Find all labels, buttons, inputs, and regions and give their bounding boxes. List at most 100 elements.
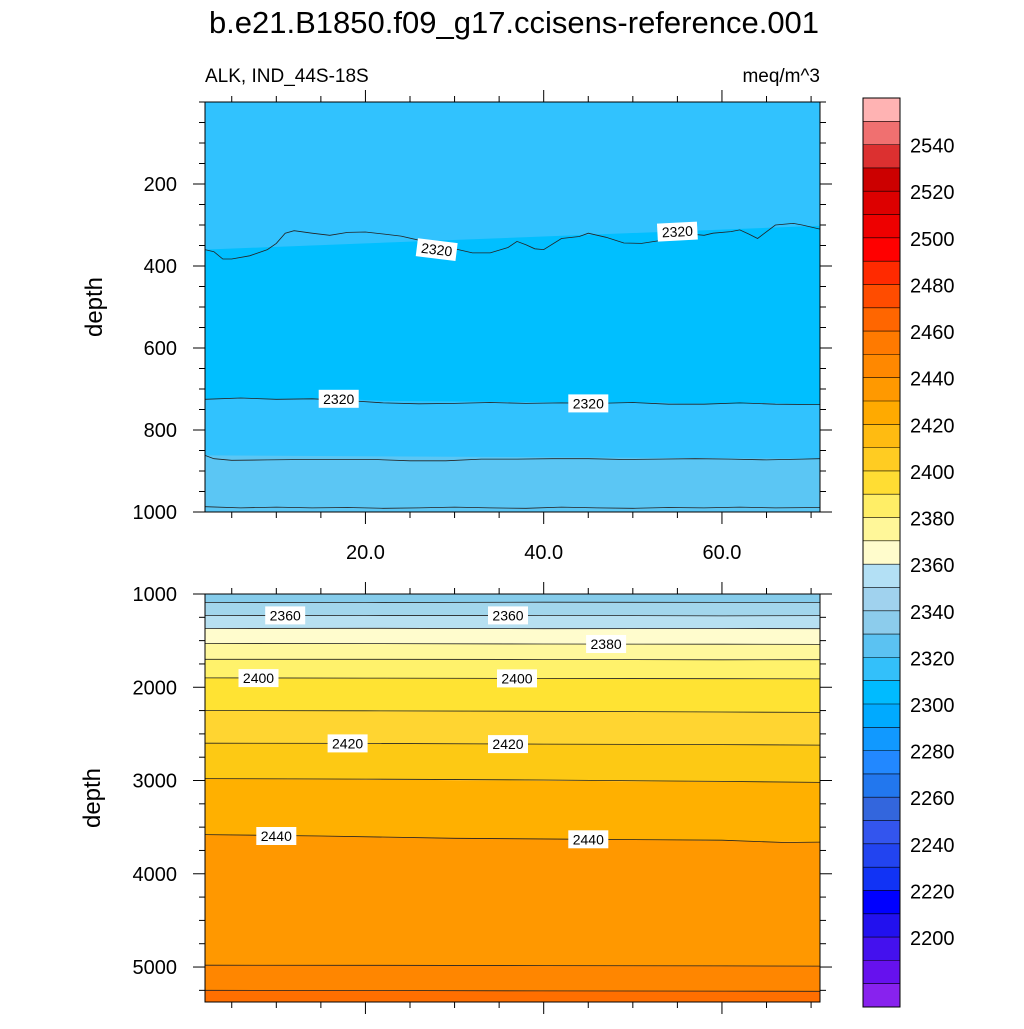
contour-label-text: 2380 bbox=[591, 636, 622, 652]
contour-band-2430 bbox=[205, 779, 820, 843]
colorbar-tick-label: 2360 bbox=[910, 555, 955, 577]
colorbar-tick-label: 2520 bbox=[910, 182, 955, 204]
colorbar-swatch bbox=[863, 238, 900, 262]
contour-label-text: 2320 bbox=[573, 395, 604, 411]
contour-label-text: 2360 bbox=[492, 607, 523, 623]
bottom-y-axis-label: depth bbox=[79, 768, 106, 828]
colorbar-swatch bbox=[863, 354, 900, 378]
y-tick-label: 2000 bbox=[133, 677, 178, 699]
colorbar-swatch bbox=[863, 657, 900, 681]
y-tick-label: 800 bbox=[144, 420, 177, 442]
colorbar-tick-label: 2260 bbox=[910, 788, 955, 810]
x-tick-label: 20.0 bbox=[346, 542, 385, 564]
contour-label-text: 2440 bbox=[573, 831, 604, 847]
colorbar-tick-label: 2280 bbox=[910, 742, 955, 764]
contour-band-2340 bbox=[205, 455, 820, 512]
colorbar-swatch bbox=[863, 751, 900, 775]
colorbar-swatch bbox=[863, 215, 900, 239]
colorbar-tick-label: 2340 bbox=[910, 602, 955, 624]
colorbar-tick-label: 2220 bbox=[910, 882, 955, 904]
contour-label: 2360 bbox=[488, 606, 528, 624]
contour-label-text: 2420 bbox=[492, 736, 523, 752]
colorbar-swatch bbox=[863, 704, 900, 728]
colorbar-swatch bbox=[863, 611, 900, 635]
colorbar-swatch bbox=[863, 471, 900, 495]
contour-label-text: 2400 bbox=[243, 670, 274, 686]
contour-label: 2380 bbox=[586, 635, 626, 653]
contour-band-2320 bbox=[205, 399, 820, 461]
colorbar-swatch bbox=[863, 914, 900, 938]
colorbar-swatch bbox=[863, 634, 900, 658]
colorbar-swatch bbox=[863, 774, 900, 798]
colorbar-tick-label: 2440 bbox=[910, 369, 955, 391]
colorbar-swatch bbox=[863, 494, 900, 518]
colorbar-swatch bbox=[863, 587, 900, 611]
y-tick-label: 4000 bbox=[133, 864, 178, 886]
colorbar-swatch bbox=[863, 727, 900, 751]
y-tick-label: 1000 bbox=[133, 502, 178, 524]
colorbar-swatch bbox=[863, 821, 900, 845]
colorbar-tick-label: 2380 bbox=[910, 509, 955, 531]
contour-label: 2400 bbox=[239, 669, 279, 687]
colorbar-swatch bbox=[863, 284, 900, 308]
contour-band-2380 bbox=[205, 643, 820, 659]
contour-label: 2440 bbox=[568, 830, 608, 848]
colorbar-swatch bbox=[863, 937, 900, 961]
colorbar-swatch bbox=[863, 378, 900, 402]
contour-band-2310 bbox=[205, 226, 820, 405]
colorbar-tick-label: 2200 bbox=[910, 928, 955, 950]
colorbar-swatch bbox=[863, 844, 900, 868]
contour-label: 2440 bbox=[256, 827, 296, 845]
colorbar-tick-label: 2320 bbox=[910, 648, 955, 670]
y-tick-label: 1000 bbox=[133, 584, 178, 606]
y-tick-label: 5000 bbox=[133, 957, 178, 979]
contour-band-2460 bbox=[205, 990, 820, 1002]
contour-label: 2320 bbox=[657, 222, 698, 242]
contour-label-text: 2320 bbox=[323, 391, 354, 407]
contour-band-2450 bbox=[205, 965, 820, 991]
contour-label-text: 2360 bbox=[270, 607, 301, 623]
contour-label-text: 2420 bbox=[332, 735, 363, 751]
variable-label: ALK, IND_44S-18S bbox=[205, 66, 369, 87]
colorbar-swatch bbox=[863, 984, 900, 1008]
contour-band-2340 bbox=[205, 594, 820, 602]
colorbar-swatch bbox=[863, 564, 900, 588]
contour-label: 2420 bbox=[328, 734, 368, 752]
colorbar-swatch bbox=[863, 448, 900, 472]
colorbar-swatch bbox=[863, 145, 900, 169]
contour-label: 2360 bbox=[265, 606, 305, 624]
colorbar-tick-label: 2500 bbox=[910, 229, 955, 251]
contour-label-text: 2320 bbox=[661, 223, 693, 241]
colorbar: 2540252025002480246024402420240023802360… bbox=[863, 98, 955, 1007]
colorbar-tick-label: 2300 bbox=[910, 695, 955, 717]
colorbar-swatch bbox=[863, 168, 900, 192]
colorbar-tick-label: 2400 bbox=[910, 462, 955, 484]
colorbar-swatch bbox=[863, 541, 900, 565]
colorbar-swatch bbox=[863, 797, 900, 821]
y-tick-label: 3000 bbox=[133, 771, 178, 793]
contour-band-2440 bbox=[205, 835, 820, 967]
contour-label: 2420 bbox=[488, 735, 528, 753]
colorbar-swatch bbox=[863, 867, 900, 891]
x-tick-label: 40.0 bbox=[524, 542, 563, 564]
colorbar-tick-label: 2460 bbox=[910, 322, 955, 344]
colorbar-tick-label: 2420 bbox=[910, 415, 955, 437]
colorbar-swatch bbox=[863, 98, 900, 122]
contour-label-text: 2400 bbox=[501, 670, 532, 686]
colorbar-swatch bbox=[863, 401, 900, 425]
contour-label-text: 2440 bbox=[261, 828, 292, 844]
colorbar-swatch bbox=[863, 890, 900, 914]
colorbar-swatch bbox=[863, 518, 900, 542]
colorbar-tick-label: 2240 bbox=[910, 835, 955, 857]
colorbar-swatch bbox=[863, 308, 900, 332]
chart-title: b.e21.B1850.f09_g17.ccisens-reference.00… bbox=[209, 5, 819, 40]
units-label: meq/m^3 bbox=[742, 66, 820, 87]
colorbar-swatch bbox=[863, 424, 900, 448]
colorbar-tick-label: 2480 bbox=[910, 276, 955, 298]
y-tick-label: 600 bbox=[144, 338, 177, 360]
contour-band-2370 bbox=[205, 629, 820, 645]
colorbar-swatch bbox=[863, 681, 900, 705]
